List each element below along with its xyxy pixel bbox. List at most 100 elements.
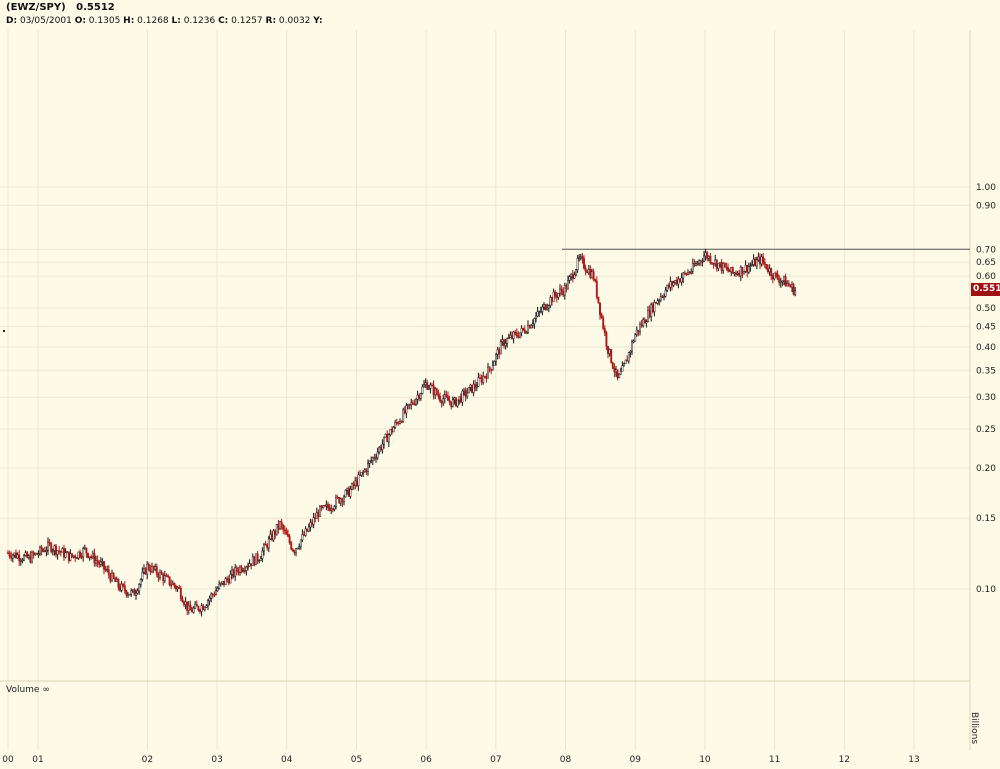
candle-body <box>648 310 651 317</box>
candle-body <box>312 517 315 525</box>
candle-body <box>299 539 302 547</box>
candle-body <box>658 299 661 302</box>
candle-body <box>488 366 491 370</box>
candle-body <box>661 296 664 298</box>
candle-body <box>635 329 638 335</box>
candle-body <box>744 265 747 272</box>
candle-body <box>781 280 784 283</box>
candle-body <box>741 266 744 275</box>
x-tick-label: 06 <box>420 755 432 765</box>
candle-body <box>8 552 11 557</box>
candle-body <box>400 421 403 423</box>
candle-body <box>223 581 225 585</box>
candle-body <box>279 521 281 529</box>
candle-body <box>186 601 189 611</box>
candle-body <box>555 295 558 298</box>
ohlc-value-4: 0.1257 <box>228 16 266 26</box>
candle-body <box>543 304 545 308</box>
candle-body <box>283 529 286 532</box>
candle-body <box>71 553 73 557</box>
candle-body <box>504 343 507 346</box>
candle-body <box>331 508 334 511</box>
candle-body <box>727 267 729 271</box>
candle-body <box>101 561 104 563</box>
candle-body <box>159 571 161 578</box>
candle-body <box>698 260 701 264</box>
candle-body <box>687 272 689 275</box>
candle-body <box>336 496 339 499</box>
candle-body <box>87 552 89 558</box>
candle-body <box>418 395 421 399</box>
candle-body <box>261 550 264 559</box>
candle-body <box>419 393 422 399</box>
candle-body <box>339 498 342 504</box>
candle-body <box>501 339 504 342</box>
candle-body <box>775 272 777 275</box>
candle-body <box>667 285 670 288</box>
candle-body <box>586 270 589 274</box>
candle-body <box>53 545 56 551</box>
candle-body <box>627 352 630 362</box>
candle-body <box>789 285 792 288</box>
candle-body <box>659 296 662 301</box>
candle-body <box>227 579 230 584</box>
candle-body <box>117 578 120 588</box>
candle-body <box>139 579 142 585</box>
candle-body <box>375 457 377 459</box>
candle-body <box>629 350 632 353</box>
candle-body <box>578 257 581 259</box>
candle-body <box>690 271 693 273</box>
candle-body <box>664 290 667 297</box>
candle-body <box>51 550 54 552</box>
candle-body <box>63 548 65 558</box>
ohlc-key-4: C: <box>218 16 229 26</box>
candle-body <box>544 304 547 311</box>
candle-body <box>378 447 381 453</box>
candle-body <box>603 328 606 333</box>
candle-body <box>290 542 293 550</box>
x-tick-label: 05 <box>351 755 362 765</box>
candle-body <box>115 578 118 582</box>
last-price: 0.5512 <box>76 2 115 13</box>
candle-body <box>210 593 213 599</box>
candle-body <box>323 505 326 507</box>
candle-body <box>675 280 678 285</box>
x-tick-label: 07 <box>490 755 501 765</box>
candle-body <box>431 384 433 387</box>
candle-body <box>523 329 526 333</box>
candle-body <box>442 398 445 404</box>
candle-body <box>421 386 424 394</box>
candle-body <box>451 399 454 407</box>
candle-body <box>459 396 462 403</box>
candle-body <box>66 551 69 554</box>
candle-body <box>37 553 40 556</box>
candle-body <box>656 300 659 304</box>
candle-body <box>187 605 190 611</box>
candle-body <box>520 327 523 333</box>
candle-body <box>770 268 773 277</box>
candle-body <box>642 319 645 326</box>
candle-body <box>311 522 313 525</box>
candle-body <box>144 568 147 575</box>
candle-body <box>751 264 753 266</box>
candle-body <box>197 605 200 611</box>
candle-body <box>463 390 465 392</box>
candle-body <box>514 331 517 334</box>
candle-body <box>464 390 467 397</box>
candle-body <box>562 290 565 296</box>
candle-body <box>189 605 192 611</box>
candle-body <box>280 521 283 526</box>
candle-body <box>43 550 46 552</box>
x-tick-label: 10 <box>699 755 711 765</box>
candle-body <box>143 568 145 573</box>
candle-body <box>99 561 102 565</box>
candle-body <box>536 311 539 317</box>
candle-body <box>674 280 677 284</box>
candle-body <box>472 383 475 393</box>
x-tick-label: 01 <box>32 755 43 765</box>
candle-body <box>735 272 737 275</box>
candle-body <box>709 255 712 264</box>
candle-body <box>439 396 441 402</box>
candle-body <box>496 349 499 355</box>
